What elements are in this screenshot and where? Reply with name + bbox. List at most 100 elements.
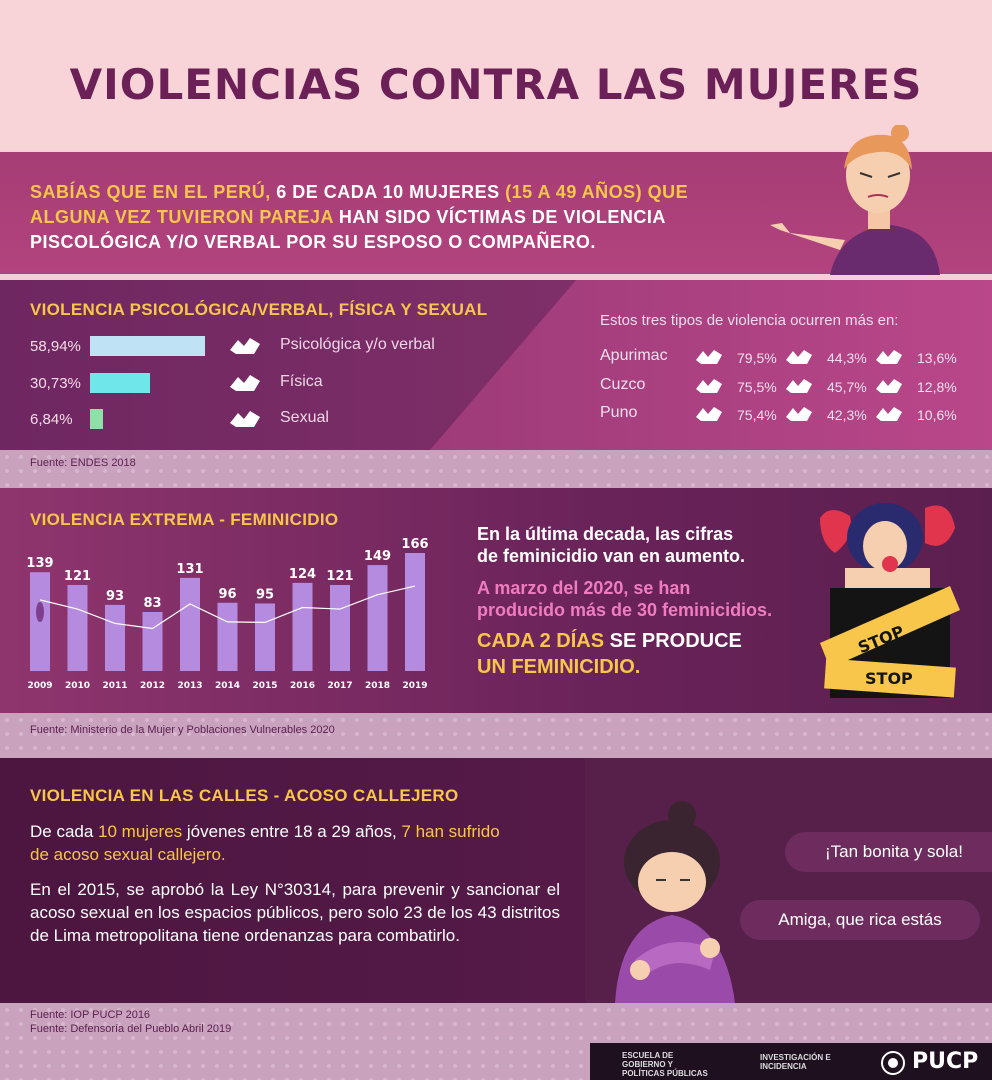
school-line1: ESCUELA DE [622, 1051, 674, 1060]
hand-icon [874, 377, 908, 397]
femicide-year-label: 2011 [102, 681, 127, 691]
hbar [90, 373, 150, 393]
region-value: 75,5% [737, 379, 777, 395]
harassment-stat: De cada 10 mujeres jóvenes entre 18 a 29… [30, 820, 560, 866]
s2-line4: producido más de 30 feminicidios. [477, 600, 773, 620]
femicide-value-label: 166 [401, 537, 428, 552]
hbar [90, 409, 104, 429]
pucp-seal-icon [881, 1051, 905, 1075]
intro-e: ALGUNA VEZ TUVIERON PAREJA [30, 207, 334, 227]
section3-source-1: Fuente: IOP PUCP 2016 [30, 1009, 151, 1021]
region-value: 45,7% [827, 379, 867, 395]
hand-icon [228, 336, 262, 356]
femicide-year-label: 2017 [327, 681, 352, 691]
region-value: 10,6% [917, 407, 957, 423]
femicide-bar-chart: 139 2009 121 2010 93 2011 83 2012 131 2013 96 2014 9… [26, 537, 428, 691]
section3-source-2: Fuente: Defensoría del Pueblo Abril 2019 [30, 1023, 232, 1035]
femicide-year-label: 2018 [365, 681, 390, 691]
violence-type-label: Física [280, 373, 323, 390]
hbar [90, 336, 205, 356]
p1e: de acoso sexual callejero. [30, 845, 226, 864]
woman-pointing-illustration [770, 125, 940, 275]
region-value: 12,8% [917, 379, 957, 395]
hbar-percent-label: 30,73% [30, 374, 81, 392]
femicide-bar [405, 553, 425, 671]
section1-source-label: Fuente: ENDES 2018 [30, 457, 136, 469]
femicide-value-label: 95 [256, 587, 274, 602]
hbar-row: 30,73% [30, 370, 150, 396]
femicide-value-label: 149 [364, 549, 391, 564]
intro-f: HAN SIDO VÍCTIMAS DE VIOLENCIA [333, 207, 666, 227]
femicide-bar [217, 602, 238, 671]
femicide-year-label: 2009 [27, 681, 52, 691]
s2-produce: SE PRODUCE [604, 630, 742, 652]
violence-type-label: Psicológica y/o verbal [280, 336, 435, 353]
hand-icon [874, 348, 908, 368]
hbar-percent-label: 6,84% [30, 410, 73, 428]
s2-line3: A marzo del 2020, se han [477, 578, 691, 598]
hand-icon [228, 373, 262, 393]
stop-label-2: STOP [865, 669, 913, 688]
femicide-value-label: 124 [289, 567, 316, 582]
pucp-brand: PUCP [912, 1049, 979, 1074]
femicide-bar [142, 612, 163, 671]
intro-text: SABÍAS QUE EN EL PERÚ, 6 DE CADA 10 MUJE… [30, 180, 730, 255]
s2-line6: UN FEMINICIDIO. [477, 656, 641, 678]
region-value: 13,6% [917, 350, 957, 366]
region-value: 44,3% [827, 350, 867, 366]
dotted-strip-2 [0, 713, 992, 758]
intro-d: QUE [642, 182, 689, 202]
femicide-value-label: 121 [64, 569, 91, 584]
femicide-value-label: 93 [106, 589, 124, 604]
femicide-bar [292, 582, 313, 671]
p1d: 7 han sufrido [401, 822, 500, 841]
section1-heading: VIOLENCIA PSICOLÓGICA/VERBAL, FÍSICA Y S… [30, 300, 488, 319]
page-title: VIOLENCIAS CONTRA LAS MUJERES [69, 60, 923, 109]
region-name: Apurimac [600, 347, 668, 364]
femicide-year-label: 2010 [65, 681, 90, 691]
law-paragraph: En el 2015, se aprobó la Ley N°30314, pa… [30, 880, 560, 945]
femicide-bar [180, 577, 200, 671]
femicide-year-label: 2013 [177, 681, 202, 691]
bubble-tan-bonita: ¡Tan bonita y sola! [785, 832, 992, 872]
school-line3: POLÍTICAS PÚBLICAS [622, 1069, 708, 1078]
femicide-trend-line [39, 585, 416, 630]
s2-line2: de feminicidio van en aumento. [477, 546, 746, 566]
bubble-amiga: Amiga, que rica estás [740, 900, 980, 940]
hand-icon [784, 348, 818, 368]
s2-line1: En la última decada, las cifras [477, 524, 734, 544]
femicide-bar [105, 604, 125, 671]
region-value: 75,4% [737, 407, 777, 423]
intro-g: PISCOLÓGICA Y/O VERBAL POR SU ESPOSO O C… [30, 232, 596, 252]
section2-source: Fuente: Ministerio de la Mujer y Poblaci… [30, 724, 335, 736]
dotted-strip-1 [0, 450, 992, 488]
femicide-value-label: 83 [143, 596, 161, 611]
hand-icon [228, 409, 262, 429]
hand-icon [694, 405, 728, 425]
school-line2: GOBIERNO Y [622, 1060, 673, 1069]
femicide-value-label: 131 [176, 562, 203, 577]
intro-band [0, 152, 992, 274]
stop-tape-illustration: STOP STOP [820, 503, 960, 698]
femicide-year-label: 2012 [140, 681, 165, 691]
p1a: De cada [30, 822, 99, 841]
femicide-value-label: 139 [26, 556, 53, 571]
region-value: 42,3% [827, 407, 867, 423]
hand-icon [694, 348, 728, 368]
region-name: Puno [600, 404, 638, 421]
inv-line1: INVESTIGACIÓN E [760, 1053, 831, 1062]
femicide-bar [367, 565, 388, 671]
femicide-value-label: 96 [218, 587, 236, 602]
intro-c: (15 A 49 AÑOS) [505, 182, 643, 202]
p1c: jóvenes entre 18 a 29 años, [182, 822, 402, 841]
s2-every-2-days: CADA 2 DÍAS [477, 630, 605, 652]
region-intro: Estos tres tipos de violencia ocurren má… [600, 312, 899, 329]
bubble-amiga-text: Amiga, que rica estás [778, 910, 942, 929]
title-band [0, 0, 992, 150]
hand-icon [784, 377, 818, 397]
femicide-year-label: 2015 [252, 681, 277, 691]
intro-b: 6 DE CADA 10 MUJERES [270, 182, 506, 202]
violence-type-label: Sexual [280, 409, 329, 426]
region-name: Cuzco [600, 376, 646, 393]
intro-a: SABÍAS QUE EN EL PERÚ, [30, 182, 271, 202]
